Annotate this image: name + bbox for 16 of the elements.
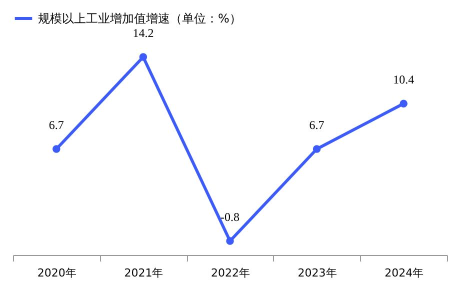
data-label: 14.2 — [132, 26, 154, 40]
data-label: 6.7 — [48, 118, 64, 132]
x-tick-label: 2024年 — [384, 266, 424, 280]
data-label: -0.8 — [220, 210, 240, 224]
x-tick-label: 2020年 — [37, 266, 76, 280]
point — [52, 145, 60, 153]
point — [139, 53, 148, 61]
x-tick-label: 2022年 — [211, 266, 250, 280]
point — [400, 100, 408, 108]
point — [226, 237, 234, 245]
data-label: 6.7 — [309, 118, 324, 132]
point — [312, 145, 321, 153]
legend-label: 规模以上工业增加值增速（单位：%） — [38, 12, 242, 26]
x-tick-label: 2023年 — [298, 266, 337, 280]
data-label: 10.4 — [393, 72, 414, 87]
x-tick-label: 2021年 — [124, 266, 164, 280]
